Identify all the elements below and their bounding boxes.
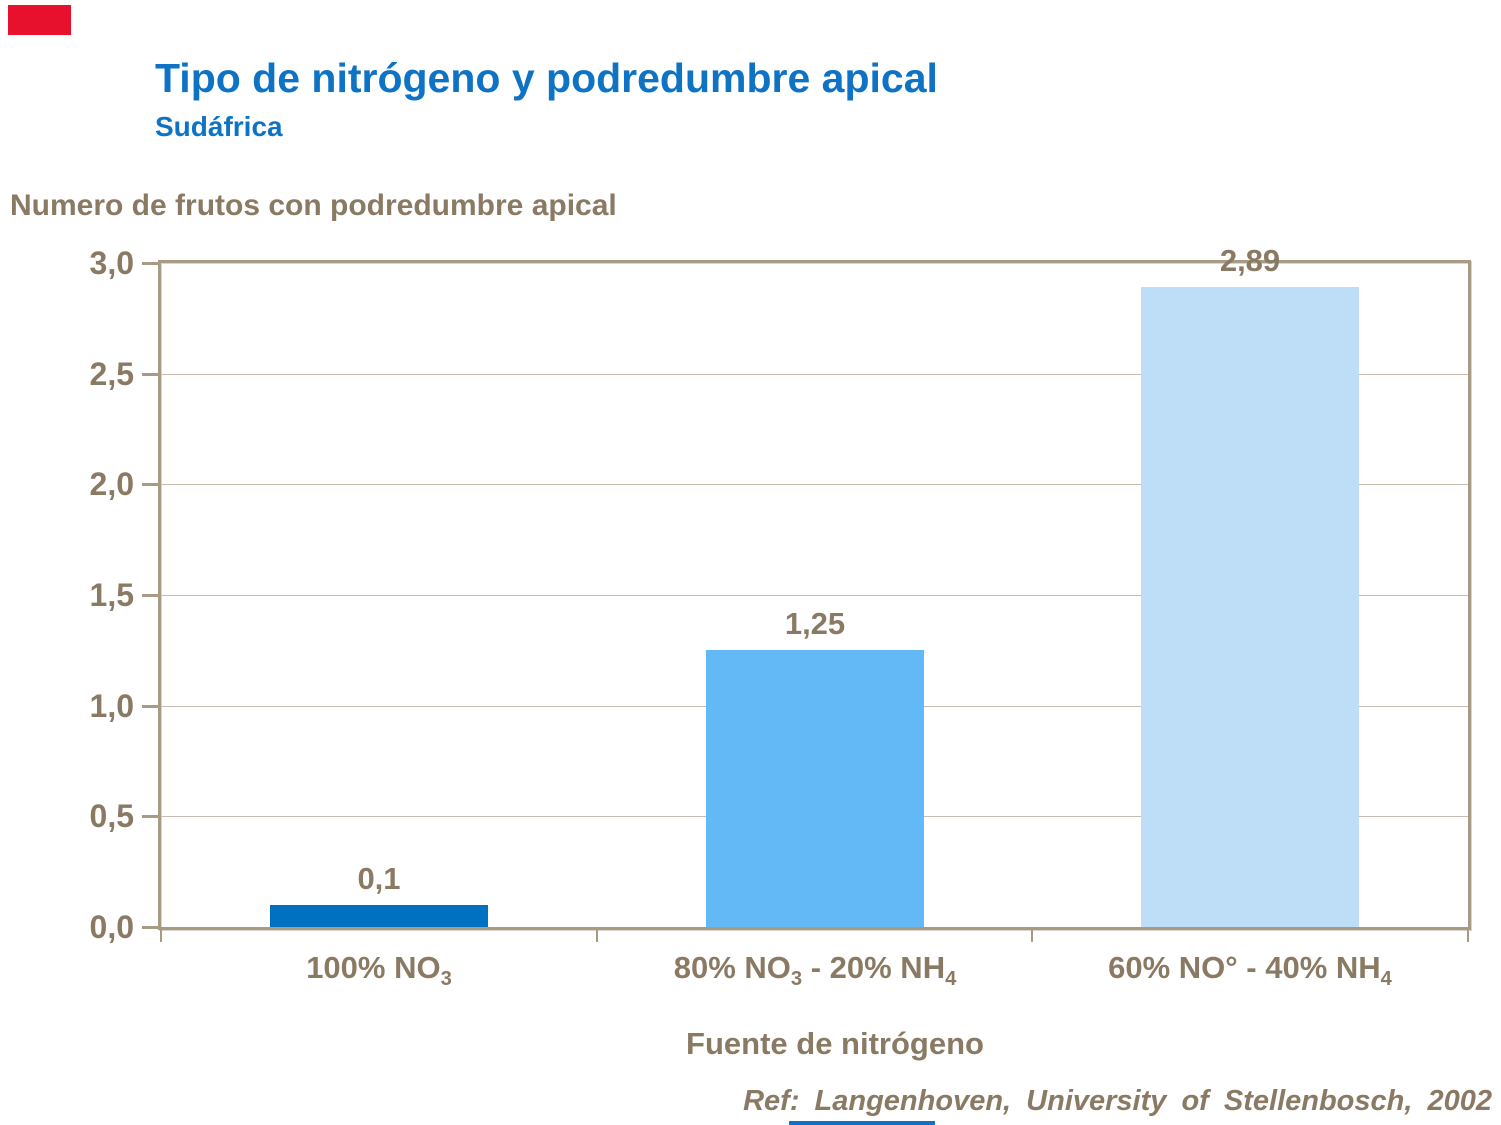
category-label: 100% NO3: [306, 950, 452, 991]
gridline: [161, 484, 1468, 485]
bar: [1141, 287, 1359, 927]
y-tick-mark: [142, 815, 158, 818]
x-tick-mark: [596, 930, 598, 942]
y-tick-label: 0,0: [89, 909, 134, 945]
y-tick-mark: [142, 594, 158, 597]
category-label: 80% NO3 - 20% NH4: [673, 950, 957, 991]
x-tick-mark: [1467, 930, 1469, 942]
y-tick-mark: [142, 262, 158, 265]
bar-value-label: 0,1: [357, 861, 401, 896]
y-tick-label: 1,5: [89, 577, 134, 613]
y-tick-label: 3,0: [89, 245, 134, 281]
category-label: 60% NO° - 40% NH4: [1108, 950, 1392, 991]
y-tick-label: 2,5: [89, 356, 134, 392]
y-tick-label: 2,0: [89, 466, 134, 502]
reference-text: Ref: Langenhoven, University of Stellenb…: [743, 1085, 1492, 1117]
bar-value-label: 1,25: [784, 606, 846, 641]
y-tick-label: 1,0: [89, 688, 134, 724]
page-subtitle: Sudáfrica: [155, 111, 283, 142]
bar: [270, 905, 488, 927]
bottom-blue-strip: [789, 1121, 935, 1125]
bar-value-label: 2,89: [1219, 243, 1281, 278]
gridline: [161, 595, 1468, 596]
gridline: [161, 374, 1468, 375]
x-tick-mark: [1031, 930, 1033, 942]
bar: [706, 650, 924, 927]
corner-red-logo-block: [8, 5, 71, 35]
y-tick-mark: [142, 705, 158, 708]
plot-area: 0,1 1,25 2,89: [158, 243, 1471, 930]
x-axis-title: Fuente de nitrógeno: [686, 1026, 984, 1061]
y-axis-title: Numero de frutos con podredumbre apical: [10, 189, 617, 222]
y-tick-mark: [142, 483, 158, 486]
page-title: Tipo de nitrógeno y podredumbre apical: [155, 55, 938, 101]
x-tick-mark: [160, 930, 162, 942]
y-tick-label: 0,5: [89, 798, 134, 834]
y-tick-mark: [142, 926, 158, 929]
y-tick-mark: [142, 373, 158, 376]
